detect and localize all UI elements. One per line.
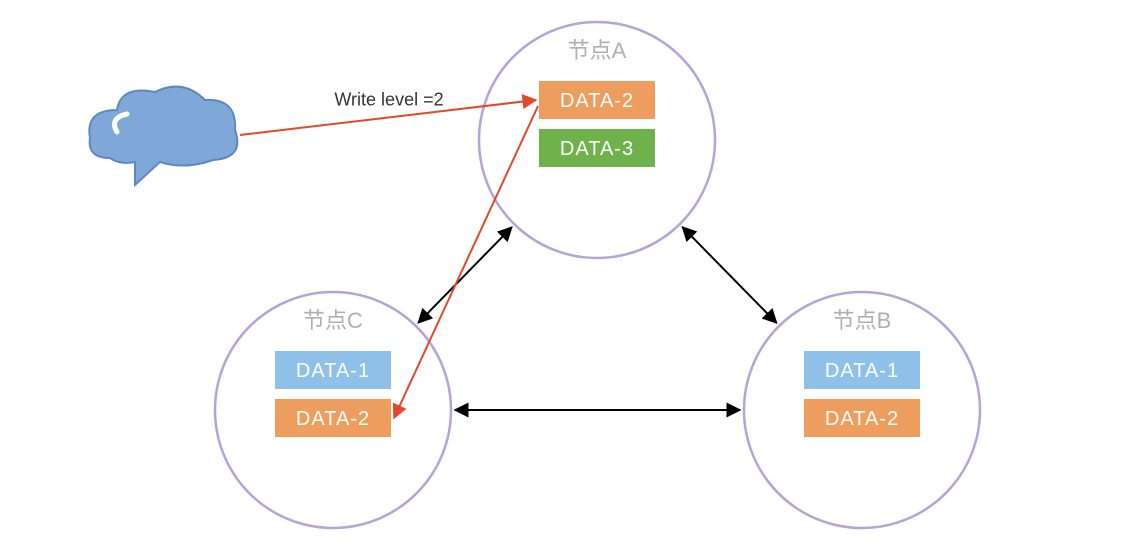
edge-a-data2-to-c-data2 — [394, 106, 538, 418]
node-b: 节点B DATA-1 DATA-2 — [744, 292, 980, 528]
data-box-label: DATA-2 — [560, 90, 634, 112]
data-box-label: DATA-1 — [825, 360, 899, 382]
node-title: 节点C — [303, 308, 363, 333]
data-box-label: DATA-2 — [296, 408, 370, 430]
write-level-label: Write level =2 — [334, 90, 443, 110]
diagram-canvas: 节点A DATA-2 DATA-3 节点B DATA-1 DATA-2 节点C DATA-… — [0, 0, 1142, 548]
data-box-label: DATA-1 — [296, 360, 370, 382]
node-a: 节点A DATA-2 DATA-3 — [479, 22, 715, 258]
client-cloud-icon — [89, 87, 237, 185]
node-c: 节点C DATA-1 DATA-2 — [215, 292, 451, 528]
node-title: 节点A — [568, 38, 627, 63]
edge-a-c — [418, 227, 511, 323]
data-box-label: DATA-3 — [560, 138, 634, 160]
node-title: 节点B — [833, 308, 892, 333]
edge-a-b — [682, 227, 776, 323]
data-box-label: DATA-2 — [825, 408, 899, 430]
